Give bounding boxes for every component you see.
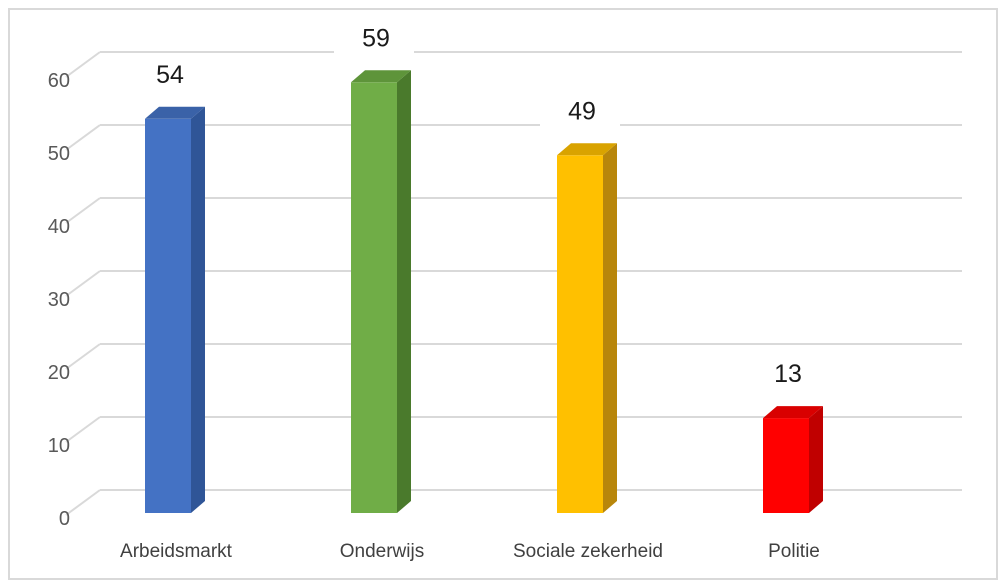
gridline-depth: [65, 270, 101, 297]
x-category-label: Onderwijs: [340, 541, 424, 562]
x-category-label: Politie: [768, 541, 820, 562]
y-tick-label: 50: [48, 143, 70, 165]
gridline-depth: [65, 51, 101, 78]
y-tick-label: 40: [48, 216, 70, 238]
gridline-depth: [65, 124, 101, 151]
bar-front: [351, 82, 397, 514]
gridline-depth: [65, 489, 101, 516]
bar: [145, 106, 205, 514]
bar-front: [557, 155, 603, 514]
bar-side: [603, 143, 617, 514]
y-tick-label: 0: [59, 508, 70, 530]
data-label: 49: [568, 97, 596, 125]
data-label-background: [746, 354, 826, 393]
bars: [145, 70, 823, 514]
bar-side: [397, 70, 411, 514]
bar: [351, 70, 411, 514]
x-category-label: Arbeidsmarkt: [120, 541, 233, 562]
data-label: 13: [774, 360, 802, 388]
bar-side: [191, 106, 205, 514]
bar-front: [763, 418, 809, 513]
x-category-label: Sociale zekerheid: [513, 541, 663, 562]
gridline-depth: [65, 197, 101, 224]
data-label-background: [334, 18, 414, 57]
bar-top: [557, 143, 617, 156]
bar-top: [763, 406, 823, 419]
bar-side: [809, 406, 823, 513]
bar-top: [145, 106, 205, 119]
x-axis-categories: Arbeidsmarkt Onderwijs Sociale zekerheid Po…: [120, 541, 820, 562]
data-label-background: [128, 54, 208, 93]
gridline-depth: [65, 343, 101, 370]
bar-front: [145, 118, 191, 514]
bar-top: [351, 70, 411, 83]
data-label-background: [540, 91, 620, 130]
y-tick-label: 30: [48, 289, 70, 311]
data-labels: 54 59 49 13: [128, 18, 826, 393]
y-tick-label: 10: [48, 435, 70, 457]
gridline-depth: [65, 416, 101, 443]
y-axis-ticks: 0 10 20 30 40 50 60: [48, 70, 70, 530]
data-label: 59: [362, 24, 390, 52]
y-tick-label: 60: [48, 70, 70, 92]
bar: [763, 406, 823, 513]
y-tick-label: 20: [48, 362, 70, 384]
bar: [557, 143, 617, 514]
data-label: 54: [156, 61, 184, 89]
